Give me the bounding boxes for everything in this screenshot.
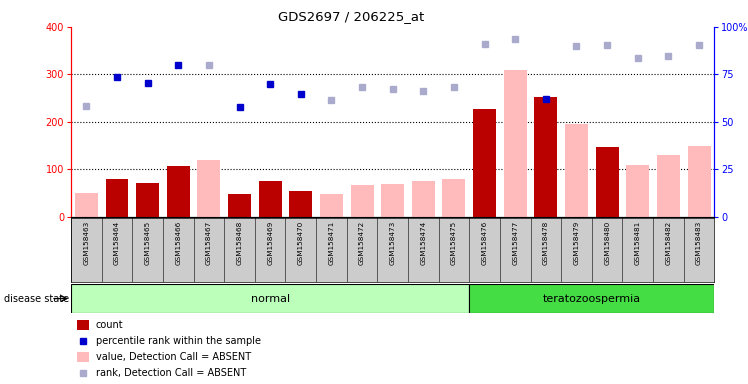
Bar — [595, 147, 619, 217]
Text: GSM158482: GSM158482 — [666, 221, 672, 265]
Bar — [473, 109, 496, 217]
Bar — [228, 194, 251, 217]
Text: percentile rank within the sample: percentile rank within the sample — [96, 336, 260, 346]
Bar — [259, 181, 282, 217]
Text: GSM158471: GSM158471 — [328, 221, 334, 265]
Text: normal: normal — [251, 293, 289, 304]
Text: count: count — [96, 320, 123, 330]
Bar — [351, 185, 373, 217]
Bar — [443, 179, 465, 217]
Text: teratozoospermia: teratozoospermia — [543, 293, 641, 304]
Text: GSM158463: GSM158463 — [83, 221, 89, 265]
Bar — [626, 165, 649, 217]
Text: GSM158478: GSM158478 — [543, 221, 549, 265]
Text: rank, Detection Call = ABSENT: rank, Detection Call = ABSENT — [96, 367, 246, 377]
Text: GSM158479: GSM158479 — [574, 221, 580, 265]
Text: GSM158472: GSM158472 — [359, 221, 365, 265]
Bar — [565, 124, 588, 217]
Bar — [105, 179, 129, 217]
Bar — [197, 160, 221, 217]
Text: GSM158464: GSM158464 — [114, 221, 120, 265]
Text: GDS2697 / 206225_at: GDS2697 / 206225_at — [278, 10, 425, 23]
Text: GSM158473: GSM158473 — [390, 221, 396, 265]
Text: GSM158469: GSM158469 — [267, 221, 273, 265]
Bar — [381, 184, 404, 217]
Text: GSM158476: GSM158476 — [482, 221, 488, 265]
Bar — [657, 155, 680, 217]
Bar — [687, 146, 711, 217]
Text: GSM158474: GSM158474 — [420, 221, 426, 265]
Text: GSM158480: GSM158480 — [604, 221, 610, 265]
Bar — [78, 320, 89, 330]
Text: value, Detection Call = ABSENT: value, Detection Call = ABSENT — [96, 352, 251, 362]
Text: GSM158483: GSM158483 — [696, 221, 702, 265]
Bar — [412, 181, 435, 217]
Text: GSM158477: GSM158477 — [512, 221, 518, 265]
Bar — [75, 193, 98, 217]
Bar — [289, 191, 312, 217]
Bar — [71, 284, 469, 313]
Text: GSM158475: GSM158475 — [451, 221, 457, 265]
Text: GSM158465: GSM158465 — [144, 221, 150, 265]
Text: GSM158467: GSM158467 — [206, 221, 212, 265]
Bar — [78, 352, 89, 362]
Text: GSM158466: GSM158466 — [175, 221, 181, 265]
Bar — [320, 194, 343, 217]
Text: GSM158481: GSM158481 — [635, 221, 641, 265]
Bar — [136, 183, 159, 217]
Text: disease state: disease state — [4, 293, 69, 304]
Bar — [167, 166, 190, 217]
Text: GSM158470: GSM158470 — [298, 221, 304, 265]
Bar — [534, 97, 557, 217]
Bar — [469, 284, 714, 313]
Text: GSM158468: GSM158468 — [236, 221, 242, 265]
Bar — [503, 70, 527, 217]
